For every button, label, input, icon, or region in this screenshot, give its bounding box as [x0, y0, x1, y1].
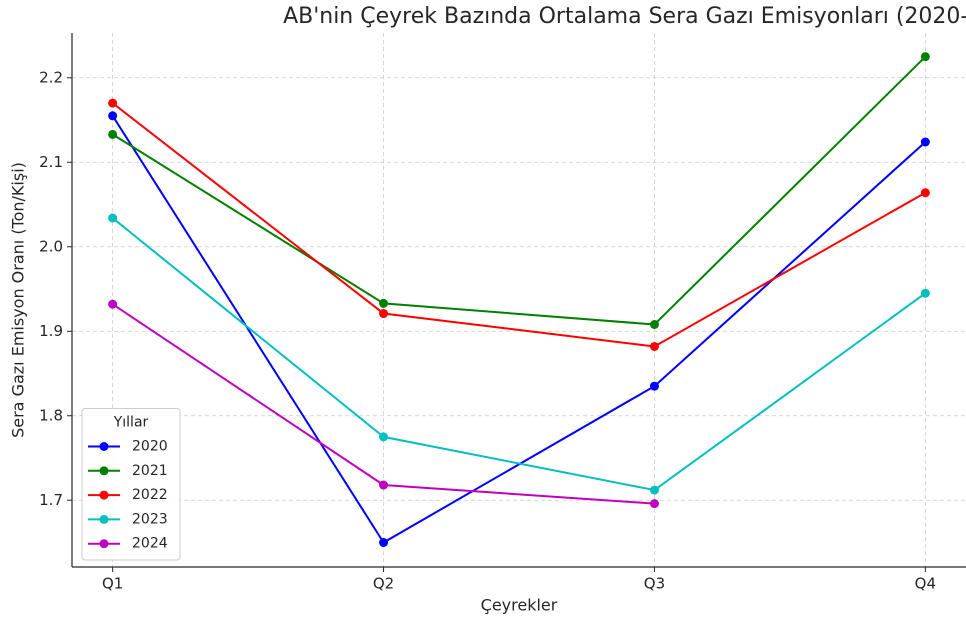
- data-point: [920, 188, 930, 198]
- data-point: [649, 485, 659, 495]
- data-point: [108, 111, 118, 121]
- data-point: [649, 320, 659, 330]
- data-point: [379, 432, 389, 442]
- legend-label: 2022: [132, 487, 168, 503]
- data-point: [108, 129, 118, 139]
- data-point: [108, 213, 118, 223]
- y-axis-label: Sera Gazı Emisyon Oranı (Ton/Kişi): [9, 162, 28, 438]
- data-point: [379, 480, 389, 490]
- data-point: [649, 381, 659, 391]
- legend-label: 2023: [132, 511, 168, 527]
- x-tick-label: Q4: [915, 575, 936, 593]
- data-point: [379, 309, 389, 319]
- series-line: [112, 217, 926, 492]
- data-point: [920, 52, 930, 62]
- series-line: [112, 55, 927, 326]
- legend-marker: [99, 442, 109, 451]
- y-tick-label: 1.8: [39, 406, 63, 424]
- data-point: [379, 298, 389, 308]
- x-axis-label: Çeyrekler: [481, 596, 558, 615]
- y-tick-label: 2.1: [39, 153, 63, 171]
- series-line: [112, 102, 926, 348]
- data-point: [649, 499, 659, 509]
- chart-title: AB'nin Çeyrek Bazında Ortalama Sera Gazı…: [283, 4, 966, 29]
- legend-marker: [99, 490, 109, 500]
- legend-marker: [99, 514, 109, 524]
- data-point: [379, 537, 389, 547]
- data-point: [920, 137, 930, 147]
- x-tick-label: Q1: [102, 575, 123, 593]
- data-point: [108, 98, 118, 108]
- data-point: [649, 341, 659, 351]
- legend-label: 2024: [132, 536, 168, 552]
- x-tick-label: Q3: [644, 575, 665, 593]
- legend-label: 2021: [132, 463, 168, 479]
- y-tick-label: 2.2: [39, 68, 63, 86]
- y-tick-label: 1.7: [39, 491, 63, 509]
- y-tick-label: 2.0: [39, 237, 63, 255]
- y-tick-label: 1.9: [39, 322, 63, 340]
- legend-marker: [99, 466, 109, 476]
- x-tick-label: Q2: [373, 575, 394, 593]
- legend: Yıllar 2020 2021 2022 2023 2024: [81, 408, 181, 561]
- data-point: [920, 288, 930, 298]
- data-point: [108, 299, 118, 309]
- legend-marker: [99, 539, 109, 549]
- legend-label: 2020: [132, 439, 168, 455]
- legend-title: Yıllar: [113, 415, 149, 431]
